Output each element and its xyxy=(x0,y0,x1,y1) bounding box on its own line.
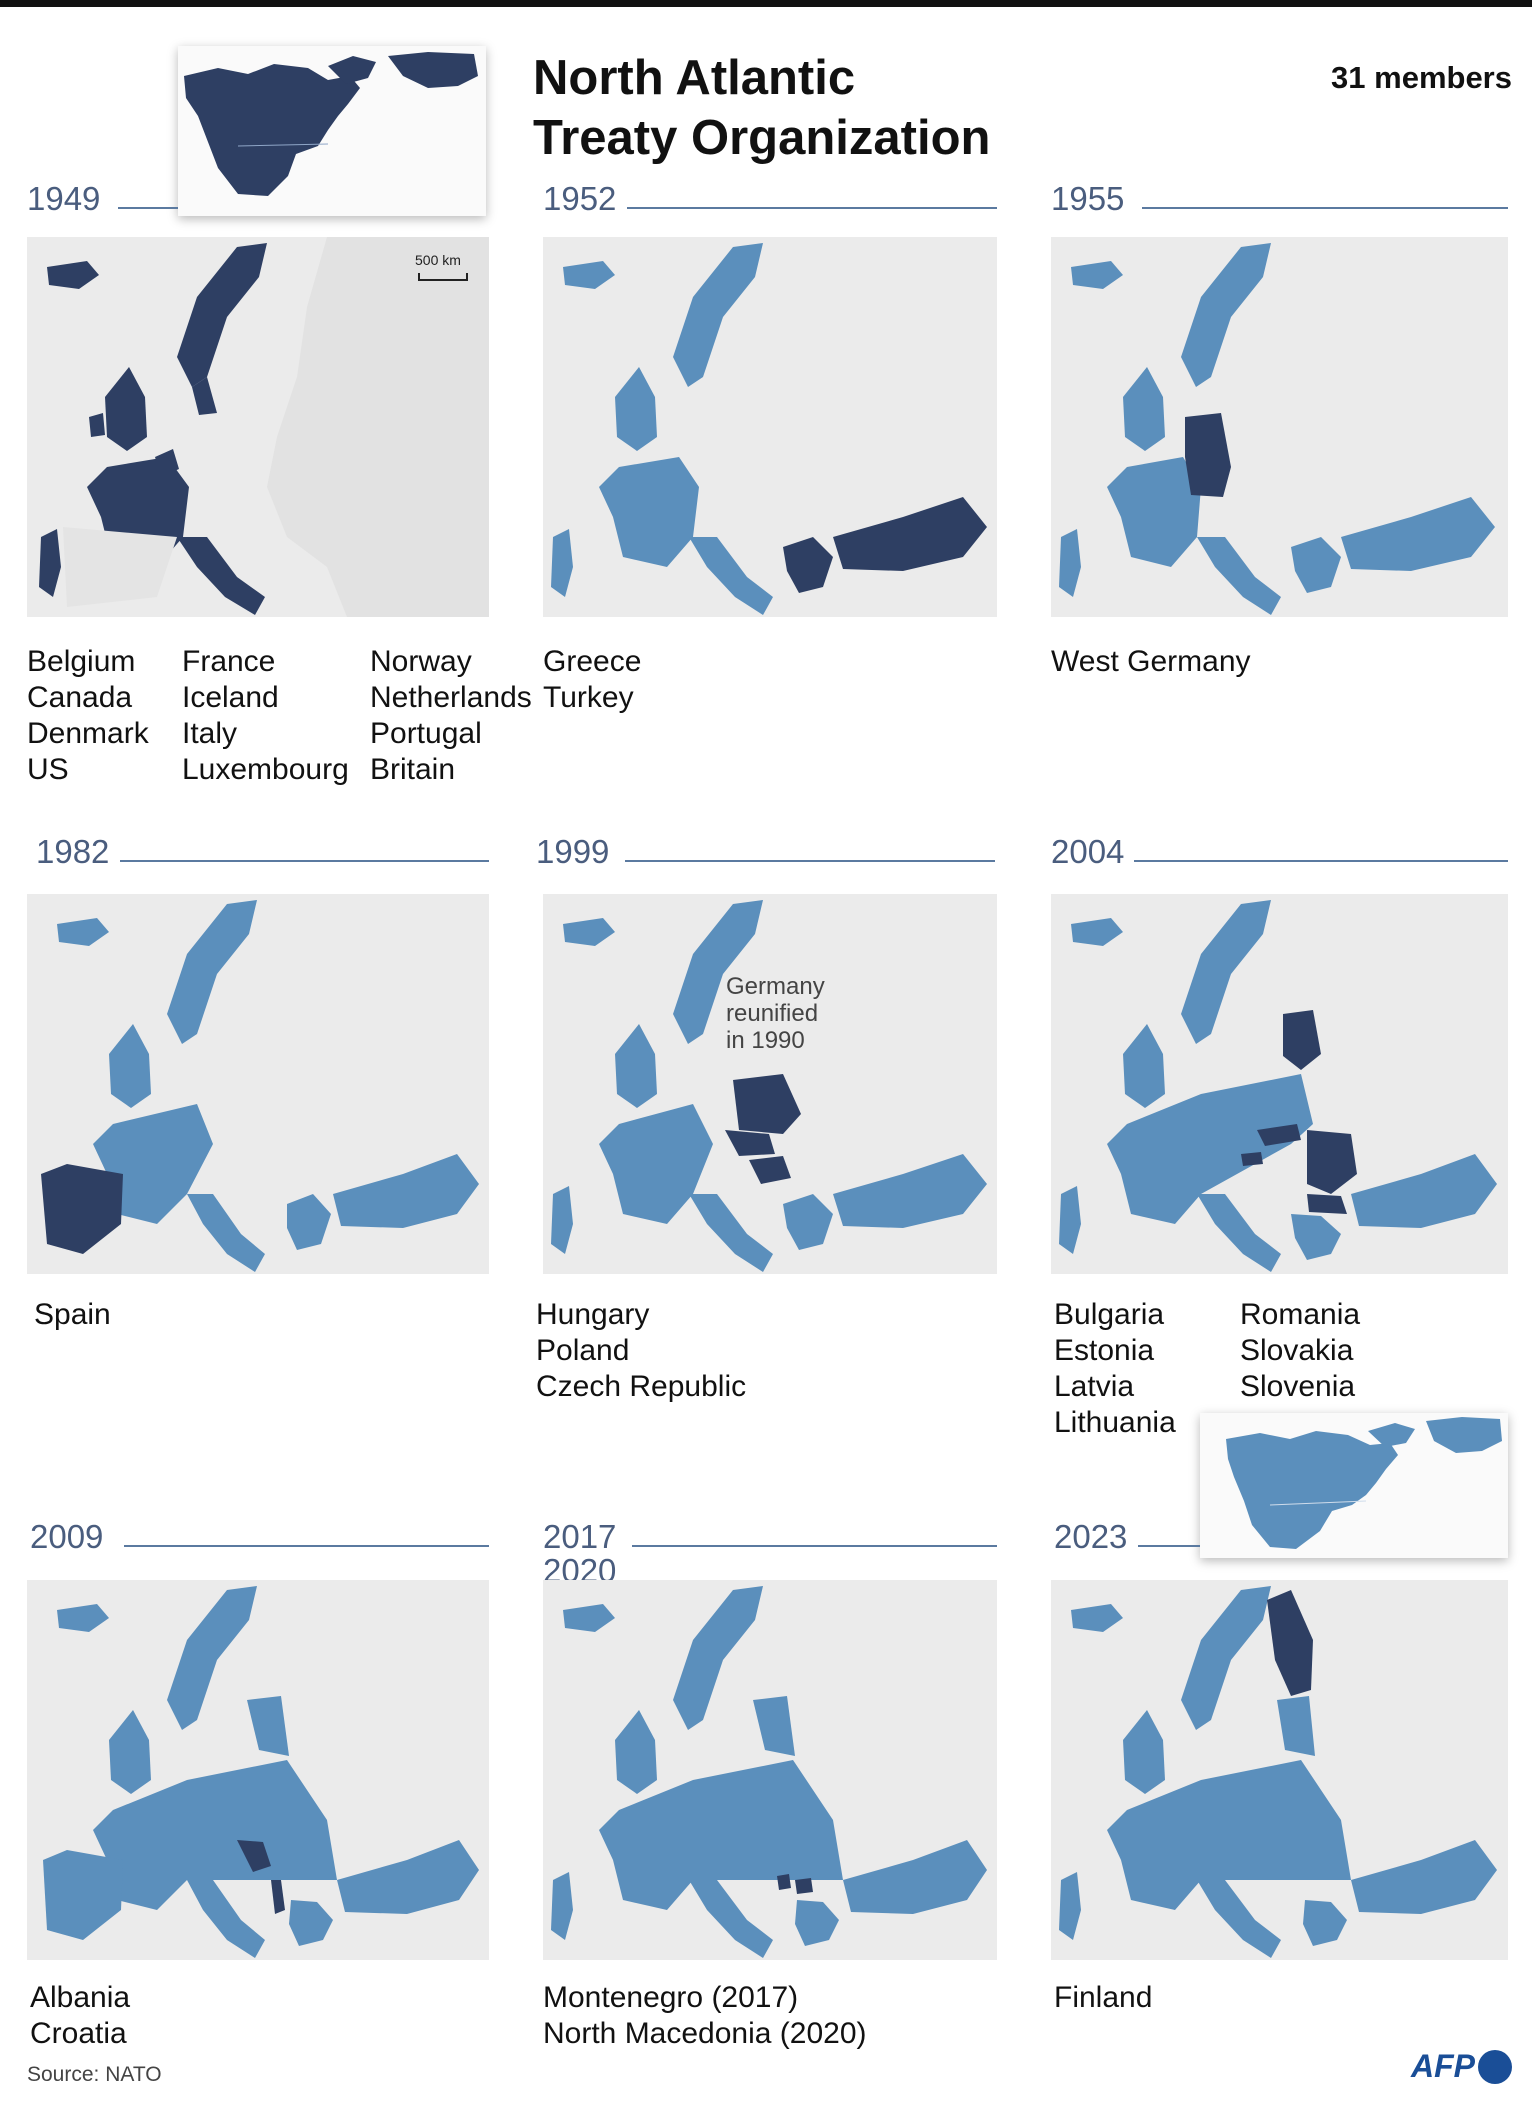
country-name: Croatia xyxy=(30,2017,127,2050)
map-1999 xyxy=(543,894,997,1274)
panel-year: 1949 xyxy=(27,180,101,217)
country-column: Bulgaria Estonia Latvia Lithuania xyxy=(1054,1297,1176,1441)
panel-year: 1955 xyxy=(1051,180,1125,217)
panel-rule xyxy=(632,1545,997,1547)
country-name: Albania xyxy=(30,1981,131,2014)
map-1955 xyxy=(1051,237,1508,617)
country-name: North Macedonia (2020) xyxy=(543,2017,867,2050)
annotation-line: reunified xyxy=(726,1000,819,1027)
map-1982 xyxy=(27,894,489,1274)
country-name: Iceland xyxy=(182,681,279,714)
panel-year: 1952 xyxy=(543,180,617,217)
page-title: North Atlantic Treaty Organization xyxy=(533,48,990,168)
country-name: Czech Republic xyxy=(536,1370,747,1403)
country-name: Slovakia xyxy=(1240,1334,1354,1367)
country-column: Norway Netherlands Portugal Britain xyxy=(370,644,532,788)
north-america-inset-2023 xyxy=(1200,1413,1508,1558)
members-count: 31 members xyxy=(1331,60,1512,95)
country-column: Finland xyxy=(1054,1980,1152,2016)
country-name: Estonia xyxy=(1054,1334,1155,1367)
scale-label: 500 km xyxy=(415,252,461,268)
country-name: Poland xyxy=(536,1334,630,1367)
title-line-2: Treaty Organization xyxy=(533,111,991,165)
country-name: West Germany xyxy=(1051,645,1251,678)
map-annotation: Germany reunified in 1990 xyxy=(726,973,825,1054)
map-2017-2020 xyxy=(543,1580,997,1960)
panel-year: 2023 xyxy=(1054,1518,1128,1555)
country-name: Norway xyxy=(370,645,472,678)
afp-logo-text: AFP xyxy=(1411,2048,1475,2084)
scale-bar xyxy=(418,273,468,281)
panel-rule xyxy=(118,207,178,209)
source-note: Source: NATO xyxy=(27,2063,162,2086)
country-name: Canada xyxy=(27,681,133,714)
afp-logo: AFP xyxy=(1411,2048,1512,2085)
country-column: Spain xyxy=(34,1297,111,1333)
country-name: Hungary xyxy=(536,1298,650,1331)
top-rule xyxy=(0,0,1532,7)
panel-year: 2017 xyxy=(543,1518,617,1555)
map-2004 xyxy=(1051,894,1508,1274)
country-column: Greece Turkey xyxy=(543,644,641,716)
country-column: Romania Slovakia Slovenia xyxy=(1240,1297,1360,1405)
country-name: Belgium xyxy=(27,645,136,678)
map-2009 xyxy=(27,1580,489,1960)
country-name: Portugal xyxy=(370,717,482,750)
country-column: Montenegro (2017) North Macedonia (2020) xyxy=(543,1980,867,2052)
country-name: Turkey xyxy=(543,681,634,714)
country-name: France xyxy=(182,645,276,678)
panel-year: 2009 xyxy=(30,1518,104,1555)
map-1949 xyxy=(27,237,489,617)
country-name: Denmark xyxy=(27,717,149,750)
panel-rule xyxy=(1142,207,1508,209)
country-column: France Iceland Italy Luxembourg xyxy=(182,644,349,788)
panel-year: 2004 xyxy=(1051,833,1125,870)
annotation-line: in 1990 xyxy=(726,1027,805,1054)
country-name: Greece xyxy=(543,645,642,678)
country-column: Albania Croatia xyxy=(30,1980,130,2052)
country-name: Britain xyxy=(370,753,456,786)
country-name: Netherlands xyxy=(370,681,532,714)
panel-rule xyxy=(625,860,995,862)
country-name: Finland xyxy=(1054,1981,1153,2014)
country-column: Belgium Canada Denmark US xyxy=(27,644,149,788)
panel-rule xyxy=(627,207,997,209)
country-column: West Germany xyxy=(1051,644,1251,680)
country-name: US xyxy=(27,753,69,786)
annotation-line: Germany xyxy=(726,973,825,1000)
country-name: Montenegro (2017) xyxy=(543,1981,799,2014)
panel-year: 1999 xyxy=(536,833,610,870)
panel-rule xyxy=(124,1545,489,1547)
panel-rule xyxy=(1138,1545,1200,1547)
country-column: Hungary Poland Czech Republic xyxy=(536,1297,746,1405)
country-name: Latvia xyxy=(1054,1370,1135,1403)
country-name: Slovenia xyxy=(1240,1370,1356,1403)
country-name: Lithuania xyxy=(1054,1406,1176,1439)
country-name: Romania xyxy=(1240,1298,1361,1331)
title-line-1: North Atlantic xyxy=(533,51,856,105)
afp-logo-dot xyxy=(1478,2049,1512,2084)
country-name: Spain xyxy=(34,1298,111,1331)
country-name: Luxembourg xyxy=(182,753,349,786)
panel-rule xyxy=(1134,860,1508,862)
map-1952 xyxy=(543,237,997,617)
panel-rule xyxy=(120,860,489,862)
map-2023 xyxy=(1051,1580,1508,1960)
north-america-inset-1949 xyxy=(178,46,486,216)
panel-year: 1982 xyxy=(36,833,110,870)
country-name: Italy xyxy=(182,717,238,750)
country-name: Bulgaria xyxy=(1054,1298,1165,1331)
